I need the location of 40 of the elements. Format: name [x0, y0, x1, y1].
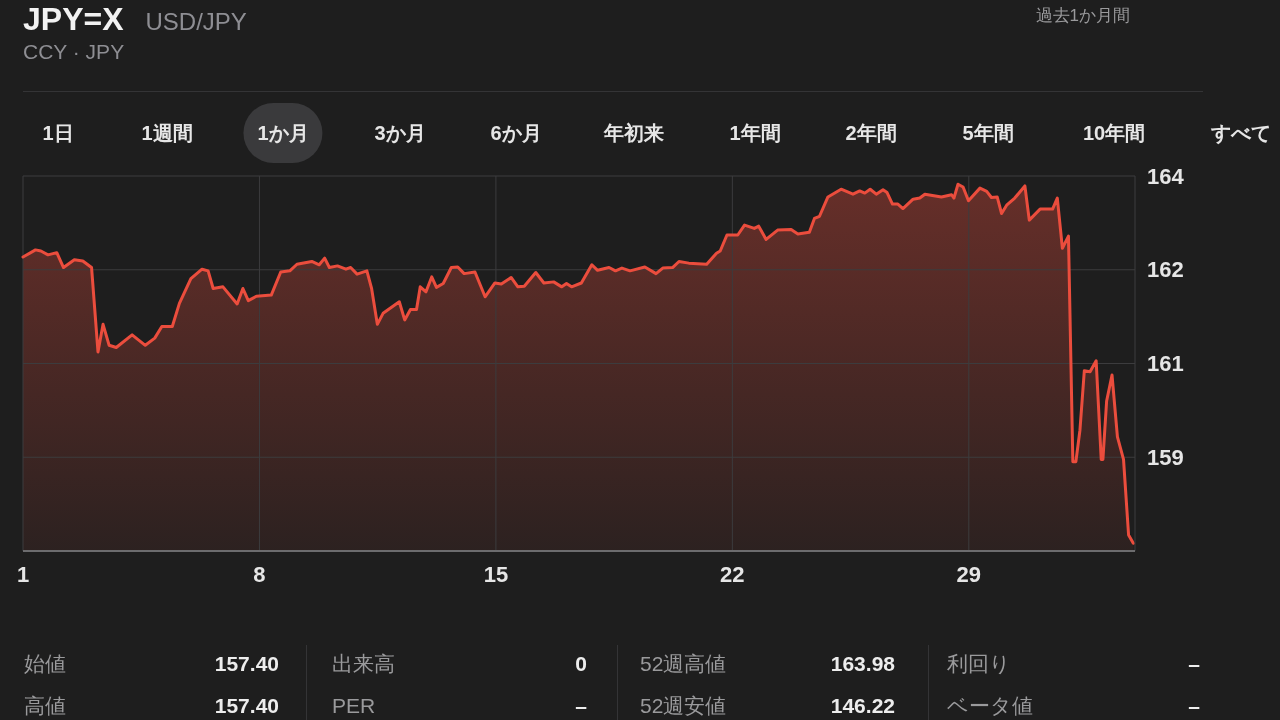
text: 6か月 — [490, 121, 542, 146]
text: 146.22 — [830, 693, 895, 719]
text: 0 — [575, 651, 587, 677]
y-tick-label: 164 — [1147, 163, 1185, 189]
text: CCY · JPY — [23, 39, 125, 65]
text: 過去1か月間 — [1035, 5, 1130, 27]
text: 52週高値 — [640, 651, 727, 677]
text: – — [575, 693, 587, 719]
text: 163.98 — [830, 651, 895, 677]
text: 始値 — [24, 651, 66, 677]
text: 1日 — [42, 121, 74, 146]
x-tick-label: 1 — [16, 561, 30, 587]
text: 2年間 — [845, 121, 897, 146]
text: 出来高 — [332, 651, 395, 677]
text: 高値 — [24, 693, 66, 719]
text: 3か月 — [374, 121, 426, 146]
y-tick-label: 159 — [1147, 444, 1184, 470]
text: 157.40 — [214, 651, 279, 677]
y-tick-label: 161 — [1147, 351, 1184, 376]
text: ベータ値 — [947, 693, 1033, 719]
text: 10年間 — [1082, 121, 1146, 146]
x-tick-label: 22 — [720, 561, 745, 587]
text: PER — [332, 693, 376, 719]
chart-subtitle: USD/JPY — [145, 7, 247, 37]
x-tick-label: 29 — [956, 561, 982, 587]
text: 5年間 — [962, 121, 1014, 146]
chart-title: JPY=X — [23, 0, 124, 38]
y-tick-label: 162 — [1147, 257, 1184, 283]
text: 利回り — [947, 651, 1011, 677]
text: 1か月 — [243, 103, 323, 163]
text: 157.40 — [214, 693, 279, 719]
text: すべて — [1211, 121, 1271, 146]
text: – — [1188, 693, 1200, 719]
text: 年初来 — [604, 121, 664, 146]
x-tick-label: 15 — [483, 561, 509, 587]
text: 52週安値 — [640, 693, 727, 719]
x-tick-label: 8 — [253, 561, 266, 587]
text: 1年間 — [729, 121, 781, 146]
text: – — [1188, 651, 1200, 677]
text: 1週間 — [141, 121, 193, 146]
